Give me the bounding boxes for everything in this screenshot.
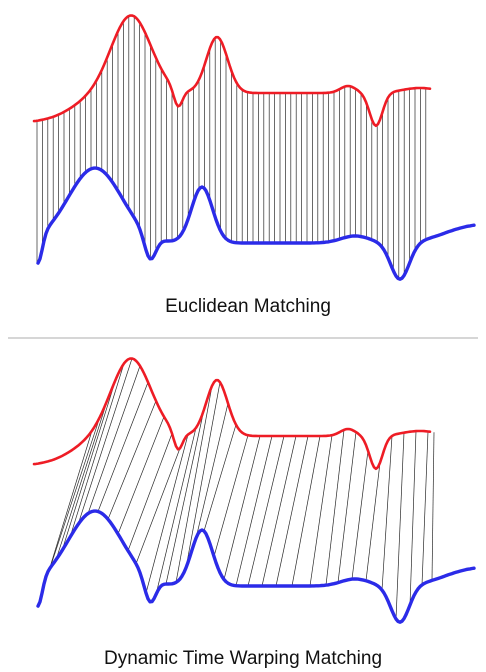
dtw-connector-line [49, 416, 101, 569]
euclidean-bottom-series [36, 166, 476, 281]
dtw-connector-line [87, 365, 141, 514]
dtw-bottom-series [36, 509, 476, 624]
dtw-connector-line [145, 434, 189, 594]
dtw-connector-line [365, 462, 381, 581]
dtw-connector-line [395, 432, 405, 620]
dtw-connector-line [55, 398, 109, 560]
dtw-caption: Dynamic Time Warping Matching [104, 648, 382, 669]
dtw-connector-line [155, 427, 197, 595]
dtw-connector-line [69, 363, 125, 538]
dtw-connector-line [77, 358, 133, 525]
dtw-connector-line [421, 431, 429, 585]
dtw-connector-line [337, 432, 357, 583]
dtw-connector-line [409, 431, 417, 606]
dtw-connector-line [165, 409, 205, 585]
dtw-connector-line [127, 433, 173, 551]
euclidean-connectors [36, 16, 427, 279]
euclidean-top-series [32, 14, 432, 128]
dtw-connector-line [117, 416, 165, 535]
dtw-panel: Dynamic Time Warping Matching [32, 357, 476, 669]
dtw-connector-line [107, 400, 157, 520]
dtw-connector-line [223, 435, 261, 580]
dtw-connector-line [61, 378, 117, 551]
dtw-connector-line [235, 435, 273, 586]
dtw-connector-line [135, 448, 181, 564]
dtw-connector-line [309, 435, 333, 587]
dtw-connector-line [381, 435, 393, 591]
euclidean-panel: Euclidean Matching [32, 14, 476, 317]
dtw-connector-line [351, 450, 369, 580]
dtw-connector-line [213, 435, 249, 557]
dtw-connector-line [175, 385, 213, 583]
dtw-top-series [32, 357, 432, 471]
dtw-connectors [41, 358, 435, 620]
dtw-connector-line [431, 432, 435, 581]
dtw-connector-line [291, 435, 321, 587]
dtw-connector-line [195, 403, 229, 539]
dtw-connector-line [97, 382, 149, 512]
dtw-connector-line [325, 429, 345, 586]
dtw-connector-line [247, 435, 285, 587]
dtw-connector-line [261, 435, 297, 587]
dtw-connector-line [185, 382, 221, 568]
dtw-connector-line [203, 424, 237, 532]
euclidean-caption: Euclidean Matching [165, 296, 331, 317]
dtw-connector-line [275, 435, 309, 587]
